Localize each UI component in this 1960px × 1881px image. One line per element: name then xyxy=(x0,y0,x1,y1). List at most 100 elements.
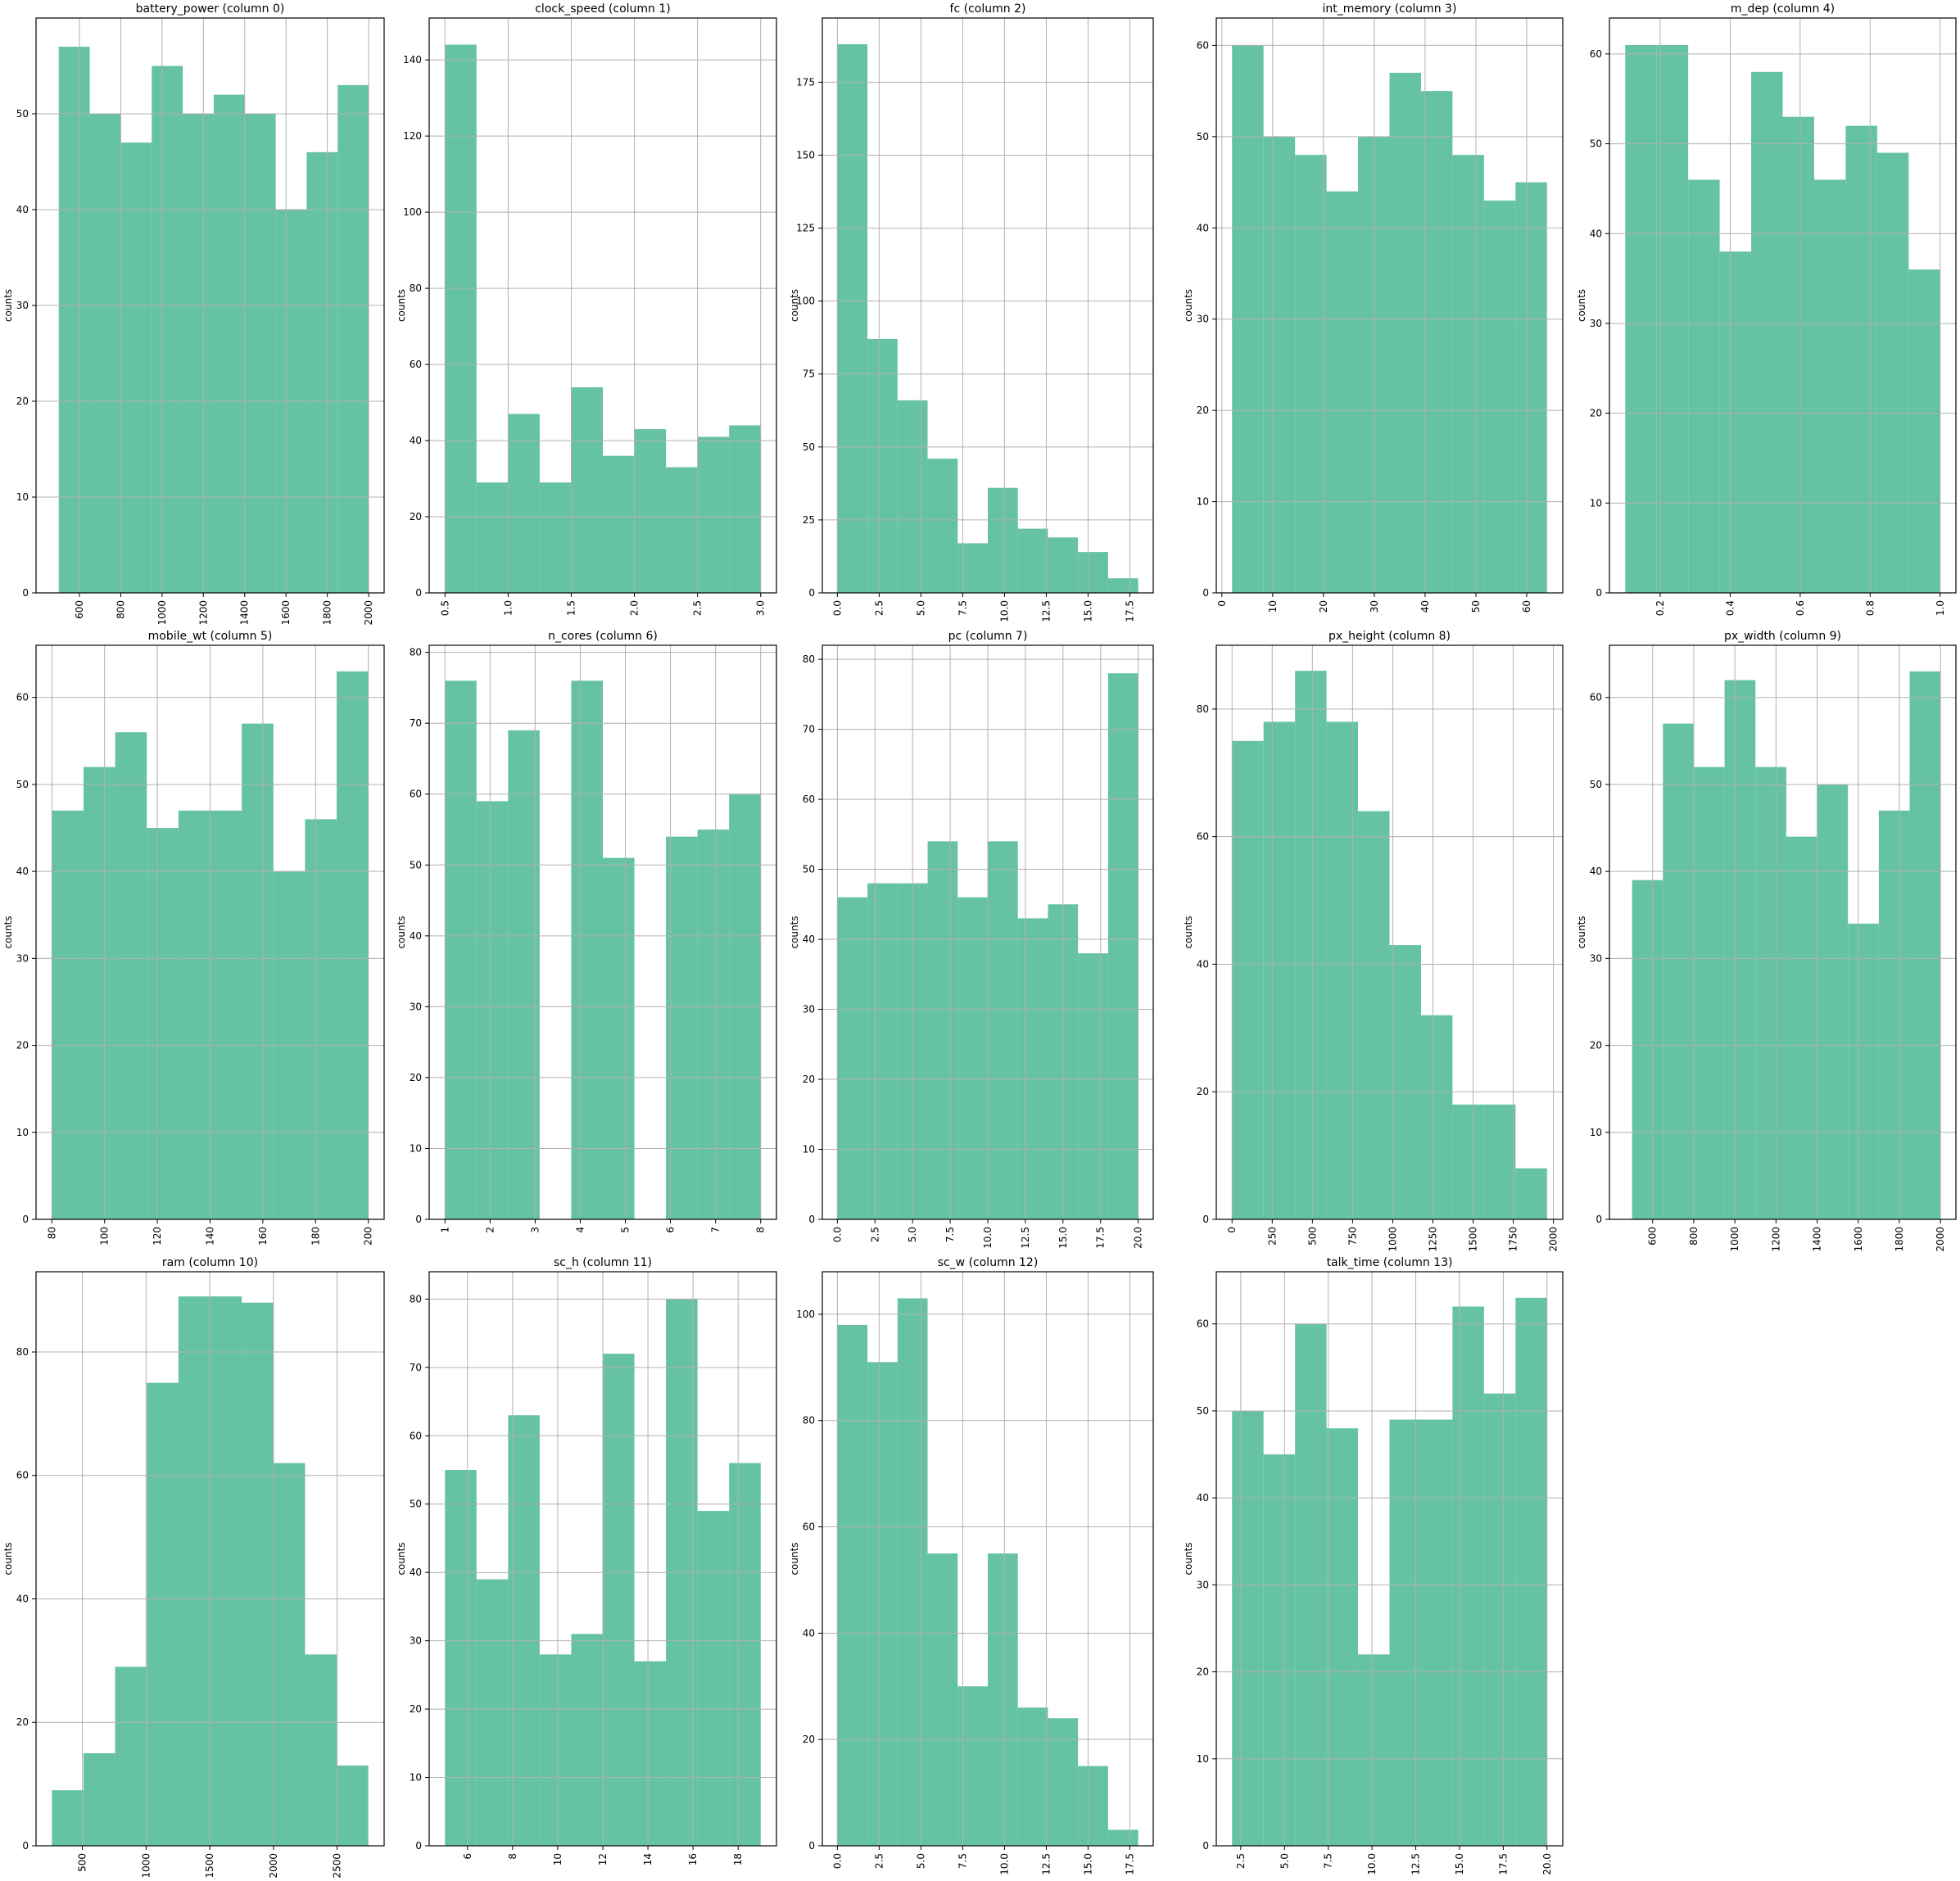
y-tick-label: 50 xyxy=(803,864,815,875)
x-tick-label: 2.5 xyxy=(873,600,885,616)
y-tick-label: 20 xyxy=(803,1734,815,1745)
y-axis-label: counts xyxy=(789,916,800,948)
histogram-bar xyxy=(242,1302,274,1846)
histogram-bar xyxy=(897,400,928,593)
y-tick-label: 40 xyxy=(410,930,422,942)
histogram-bar xyxy=(1452,155,1484,594)
histogram-bar xyxy=(1326,191,1359,593)
histogram-bar xyxy=(1483,1104,1516,1219)
y-tick-label: 60 xyxy=(803,1522,815,1533)
chart-title: px_height (column 8) xyxy=(1329,630,1451,643)
histogram-bar xyxy=(273,1463,306,1846)
y-tick-label: 40 xyxy=(410,435,422,446)
histogram-bar xyxy=(52,1790,84,1846)
y-tick-label: 80 xyxy=(16,1346,29,1358)
histogram-bar xyxy=(1358,136,1390,593)
y-tick-label: 40 xyxy=(1590,228,1602,239)
histogram-bar xyxy=(213,94,245,594)
x-tick-label: 0.4 xyxy=(1724,600,1736,616)
x-tick-label: 7.5 xyxy=(957,600,968,616)
y-tick-label: 50 xyxy=(803,441,815,453)
histogram-bar xyxy=(1263,136,1296,593)
x-tick-label: 1400 xyxy=(1812,1227,1823,1252)
x-tick-label: 5.0 xyxy=(1279,1853,1290,1869)
y-tick-label: 10 xyxy=(410,1772,422,1784)
x-tick-label: 7.5 xyxy=(1323,1853,1334,1869)
bars xyxy=(837,44,1138,594)
histogram-bar xyxy=(178,810,210,1219)
y-tick-label: 30 xyxy=(1197,314,1209,325)
grid-lines xyxy=(1216,18,1563,594)
chart-title: mobile_wt (column 5) xyxy=(148,630,273,643)
y-tick-label: 20 xyxy=(16,1716,29,1728)
y-tick-label: 20 xyxy=(410,1703,422,1715)
y-tick-label: 10 xyxy=(16,491,29,503)
x-tick-label: 6 xyxy=(462,1853,473,1860)
y-tick-label: 0 xyxy=(415,1840,422,1852)
y-axis-label: counts xyxy=(1576,289,1587,322)
y-tick-label: 0 xyxy=(22,587,29,599)
y-axis-label: counts xyxy=(2,916,14,948)
x-tick-label: 17.5 xyxy=(1095,1227,1107,1249)
histogram-bar xyxy=(1813,179,1846,593)
histogram-bar xyxy=(244,114,276,593)
y-tick-label: 30 xyxy=(410,1001,422,1012)
histogram-bar xyxy=(1017,1707,1048,1846)
x-tick-label: 17.5 xyxy=(1497,1853,1509,1875)
y-tick-label: 40 xyxy=(1197,958,1209,970)
histogram-bar xyxy=(89,114,121,593)
axes-frame xyxy=(822,1271,1154,1847)
x-tick-label: 180 xyxy=(310,1227,321,1246)
y-tick-label: 0 xyxy=(808,1214,815,1225)
histogram-bar xyxy=(867,883,898,1219)
x-tick-label: 1200 xyxy=(197,600,209,626)
histogram-bar xyxy=(634,1661,667,1846)
histogram-bar xyxy=(1515,182,1547,594)
y-tick-label: 60 xyxy=(803,794,815,805)
y-axis-label: counts xyxy=(1183,1542,1194,1575)
x-tick-label: 10.0 xyxy=(998,1853,1010,1875)
y-tick-label: 0 xyxy=(1202,587,1209,599)
histogram-bar xyxy=(539,1654,572,1846)
y-tick-label: 80 xyxy=(410,647,422,658)
chart-title: sc_w (column 12) xyxy=(938,1256,1039,1269)
histogram-bar xyxy=(476,482,509,593)
axes-frame xyxy=(1215,644,1564,1220)
histogram-bar xyxy=(867,1362,898,1846)
x-tick-label: 20.0 xyxy=(1541,1853,1553,1875)
bars xyxy=(445,44,761,594)
histogram-bar xyxy=(337,84,369,593)
x-tick-label: 15.0 xyxy=(1082,1853,1093,1875)
x-tick-label: 2000 xyxy=(363,600,374,626)
histogram-bar xyxy=(83,766,115,1219)
y-tick-label: 10 xyxy=(410,1142,422,1154)
histogram-bar xyxy=(1107,578,1138,593)
x-tick-label: 17.5 xyxy=(1124,1853,1135,1875)
chart-title: m_dep (column 4) xyxy=(1731,2,1835,16)
x-tick-label: 10.0 xyxy=(982,1227,994,1249)
y-tick-label: 10 xyxy=(1197,1753,1209,1765)
y-tick-label: 70 xyxy=(410,717,422,729)
axes-frame xyxy=(1609,644,1957,1220)
x-tick-label: 18 xyxy=(732,1853,744,1865)
y-tick-label: 40 xyxy=(1197,1492,1209,1503)
histogram-bar xyxy=(1848,923,1879,1219)
x-tick-label: 80 xyxy=(46,1227,57,1239)
histogram-bar xyxy=(1515,1297,1547,1846)
y-tick-label: 40 xyxy=(410,1567,422,1578)
x-tick-label: 0.2 xyxy=(1654,600,1666,616)
x-tick-label: 15.0 xyxy=(1082,600,1093,622)
histogram-bar xyxy=(729,425,761,593)
histogram-bar xyxy=(697,830,730,1219)
histogram-bar xyxy=(1452,1104,1484,1219)
y-axis-label: counts xyxy=(396,289,407,322)
y-tick-label: 0 xyxy=(415,1214,422,1225)
y-axis-label: counts xyxy=(1576,916,1587,948)
y-axis-label: counts xyxy=(2,1542,14,1575)
y-tick-label: 50 xyxy=(1197,1405,1209,1417)
bars xyxy=(1632,671,1941,1219)
x-tick-label: 5 xyxy=(620,1227,631,1233)
x-tick-label: 2000 xyxy=(1935,1227,1946,1252)
